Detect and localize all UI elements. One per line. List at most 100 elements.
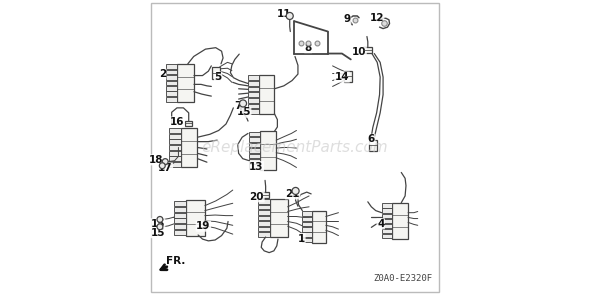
Text: 10: 10 (352, 47, 366, 57)
Bar (166, 70, 177, 74)
Bar (258, 75, 274, 114)
Bar (248, 92, 258, 97)
Bar (363, 47, 372, 53)
Bar (174, 201, 186, 206)
Text: 19: 19 (196, 221, 211, 231)
Bar (249, 159, 260, 164)
Bar (258, 204, 270, 209)
Bar (382, 214, 392, 218)
Circle shape (157, 224, 163, 230)
Text: eReplacementParts.com: eReplacementParts.com (202, 140, 388, 155)
Bar (169, 151, 181, 155)
Bar (174, 230, 186, 235)
Bar (174, 218, 186, 223)
Text: 17: 17 (158, 163, 172, 173)
Bar (369, 140, 377, 151)
Bar (169, 156, 181, 161)
Circle shape (286, 12, 293, 19)
Bar (249, 132, 260, 136)
Text: 20: 20 (250, 192, 264, 202)
Bar (166, 86, 177, 91)
Text: 14: 14 (335, 72, 349, 82)
Text: 2: 2 (159, 69, 166, 79)
Text: 21: 21 (286, 189, 300, 199)
Circle shape (240, 100, 247, 107)
Text: 7: 7 (235, 101, 242, 111)
Bar (166, 75, 177, 80)
Bar (302, 217, 312, 221)
Text: FR.: FR. (166, 255, 185, 266)
Bar (186, 200, 205, 236)
Bar (166, 64, 177, 69)
Bar (185, 121, 192, 126)
Text: 12: 12 (369, 13, 384, 23)
Bar (382, 234, 392, 238)
Bar (263, 192, 269, 198)
Bar (344, 71, 352, 82)
Bar (169, 140, 181, 144)
Bar (302, 211, 312, 216)
Bar (249, 137, 260, 142)
Bar (166, 81, 177, 85)
Circle shape (162, 159, 168, 165)
Text: 11: 11 (277, 9, 291, 19)
Bar (258, 227, 270, 231)
Text: 15: 15 (237, 107, 251, 117)
Bar (248, 98, 258, 103)
Circle shape (159, 163, 165, 169)
Bar (248, 86, 258, 91)
Bar (260, 131, 276, 170)
Text: 13: 13 (249, 162, 264, 172)
Bar (302, 238, 312, 242)
Bar (382, 229, 392, 233)
Bar (169, 162, 181, 167)
Bar (212, 67, 220, 78)
Text: 8: 8 (304, 43, 312, 53)
Bar (177, 64, 194, 102)
Bar (248, 109, 258, 114)
Bar (166, 97, 177, 101)
Bar (169, 145, 181, 150)
Text: 16: 16 (170, 117, 184, 127)
Bar (258, 216, 270, 220)
Text: 9: 9 (344, 14, 351, 24)
Text: 6: 6 (368, 134, 375, 144)
Bar (174, 206, 186, 212)
Text: 4: 4 (377, 219, 385, 229)
Bar (169, 134, 181, 139)
Circle shape (157, 217, 163, 222)
Bar (248, 81, 258, 86)
Bar (258, 221, 270, 226)
Bar (181, 128, 198, 167)
Bar (249, 164, 260, 169)
Bar (382, 209, 392, 213)
Text: Z0A0-E2320F: Z0A0-E2320F (373, 274, 432, 283)
Text: 5: 5 (214, 72, 222, 82)
Bar (302, 227, 312, 232)
Bar (169, 128, 181, 133)
Text: 15: 15 (150, 219, 165, 229)
Text: 18: 18 (149, 155, 163, 165)
Bar (302, 222, 312, 226)
Bar (249, 153, 260, 158)
Text: 15: 15 (150, 228, 165, 238)
Text: 1: 1 (298, 234, 305, 243)
Circle shape (292, 187, 299, 194)
Bar (258, 232, 270, 237)
Bar (392, 203, 408, 239)
Bar (249, 143, 260, 147)
Bar (382, 203, 392, 208)
Bar (248, 104, 258, 108)
Bar (312, 211, 326, 242)
Bar (258, 199, 270, 204)
Bar (174, 212, 186, 217)
Bar (248, 75, 258, 80)
Bar (258, 210, 270, 215)
Bar (249, 148, 260, 153)
Bar (382, 224, 392, 228)
Bar (382, 219, 392, 223)
Bar (166, 91, 177, 96)
Bar (174, 224, 186, 229)
Bar (270, 199, 288, 237)
Bar (302, 232, 312, 237)
